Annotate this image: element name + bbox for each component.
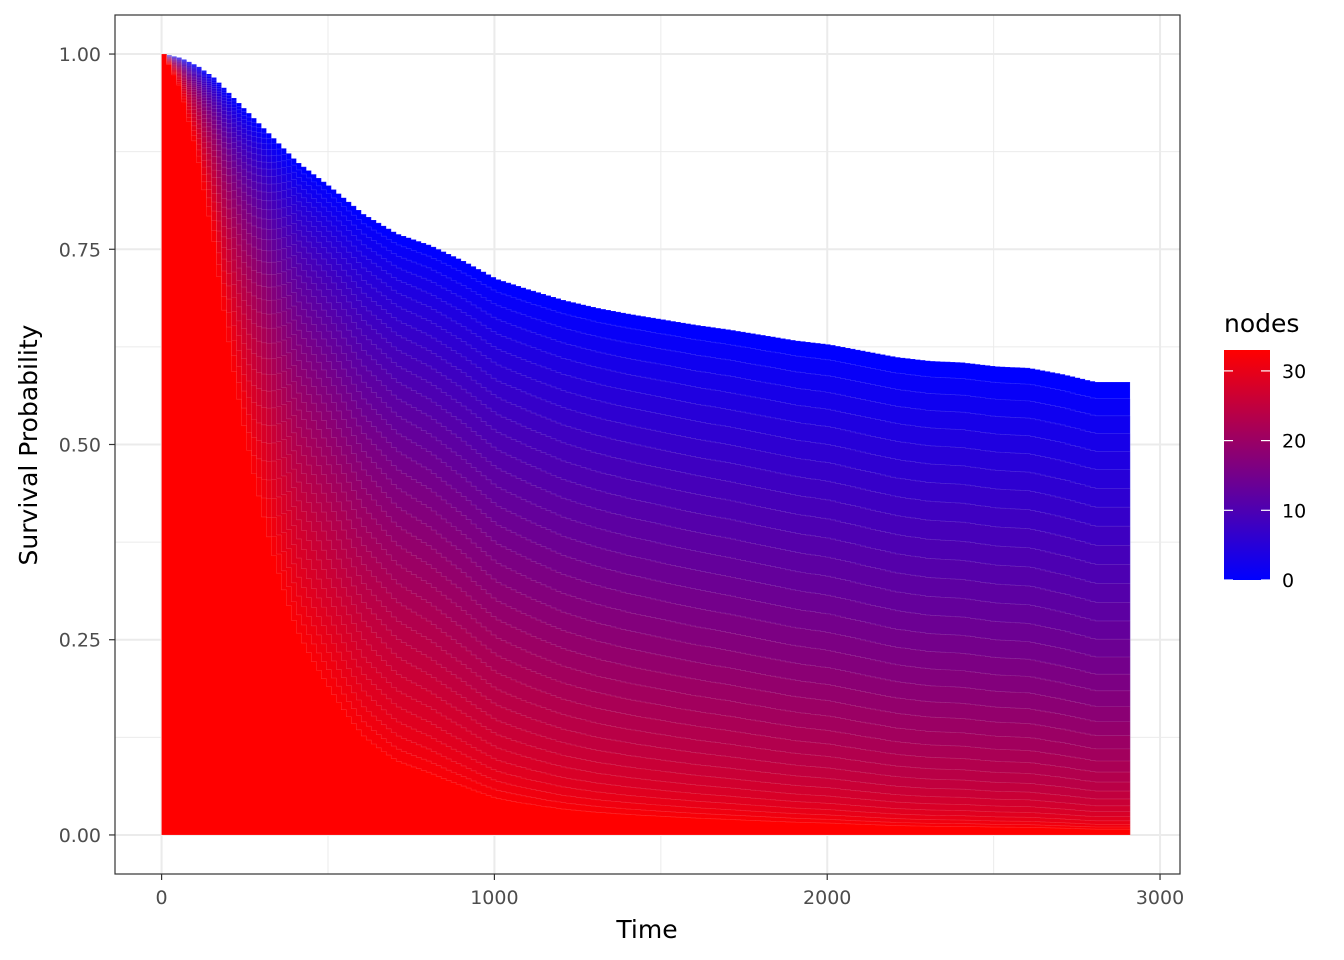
- survival-band-nodes-33: [161, 53, 1131, 836]
- y-tick-label: 0.00: [59, 825, 101, 847]
- legend-tick-label: 10: [1282, 500, 1306, 522]
- y-axis-title: Survival Probability: [14, 324, 43, 565]
- legend-ticks: 0 10 20 30: [1224, 361, 1306, 592]
- survival-bands: [161, 53, 1131, 836]
- y-tick-label: 0.50: [59, 435, 101, 457]
- y-tick-label: 0.75: [59, 239, 101, 261]
- y-tick-label: 0.25: [59, 630, 101, 652]
- legend-title: nodes: [1224, 309, 1299, 338]
- axis-ticks: 0 1000 2000 3000 0.00 0.25 0.50 0.75 1.00: [59, 44, 1185, 909]
- x-tick-label: 3000: [1136, 887, 1184, 909]
- x-tick-label: 2000: [803, 887, 851, 909]
- y-tick-label: 1.00: [59, 44, 101, 66]
- x-axis-title: Time: [615, 915, 677, 944]
- legend-colorbar: [1224, 350, 1270, 580]
- x-tick-label: 0: [156, 887, 168, 909]
- legend-tick-label: 30: [1282, 361, 1306, 383]
- x-tick-label: 1000: [470, 887, 518, 909]
- survival-band-nodes-24: [161, 53, 1131, 836]
- legend: nodes 0 10 20 30: [1224, 309, 1306, 592]
- legend-tick-label: 20: [1282, 431, 1306, 453]
- legend-tick-label: 0: [1282, 570, 1294, 592]
